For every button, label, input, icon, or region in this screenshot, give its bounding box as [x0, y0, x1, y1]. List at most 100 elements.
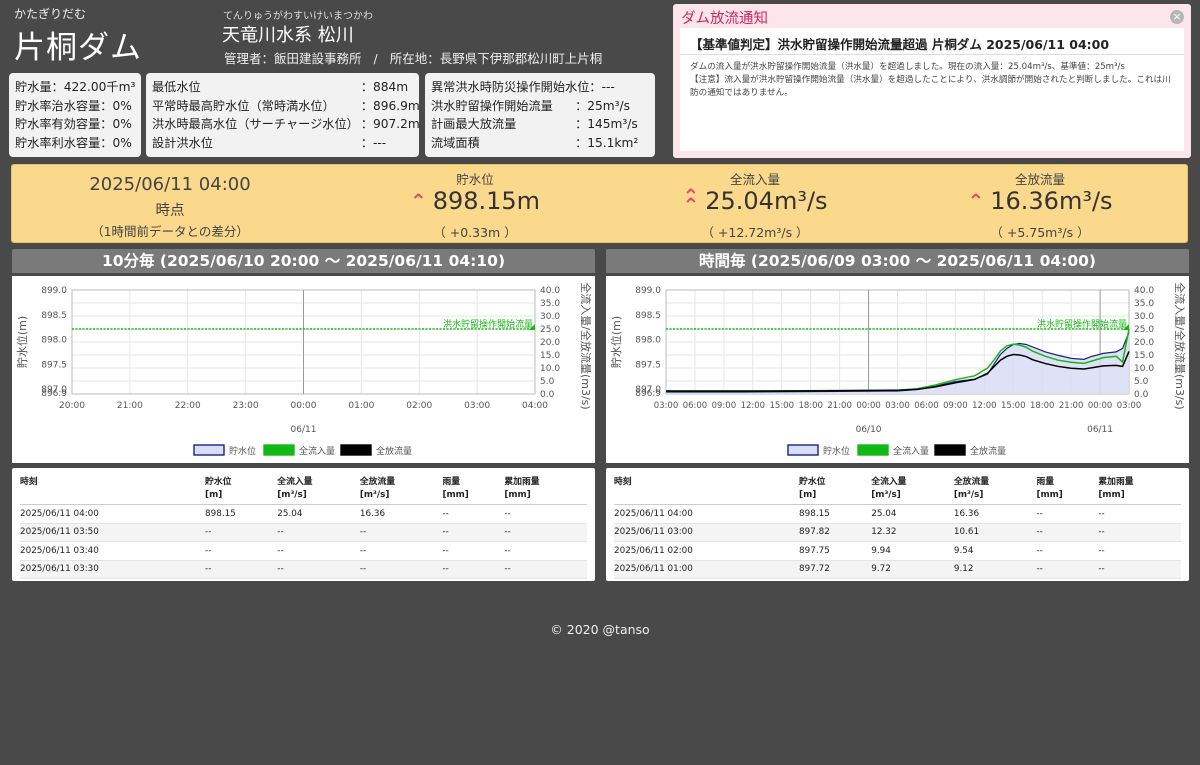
ten-minute-panel: 10分毎 (2025/06/10 20:00 〜 2025/06/11 04:1… — [12, 249, 595, 463]
table-cell: -- — [1036, 523, 1099, 542]
left-tick-label: 897.5 — [41, 360, 67, 370]
notice-body-line: ダムの流入量が洪水貯留操作開始流量（洪水量）を超過しました。現在の流入量：25.… — [690, 62, 1125, 72]
table-row: 2025/06/11 03:40 -- -- -- -- -- — [20, 541, 587, 561]
notice-divider — [680, 54, 1184, 55]
right-tick-label: 40.0 — [1134, 286, 1154, 296]
up-arrow-icon: ⌃ — [967, 189, 985, 213]
date-label: 06/11 — [291, 425, 317, 435]
table-cell: -- — [442, 560, 505, 579]
water-level-area — [666, 332, 1129, 394]
table-cell: 9.12 — [953, 560, 1037, 579]
table-cell: 12.32 — [871, 523, 954, 542]
left-tick-label: 896.9 — [635, 389, 661, 399]
notice-title: ダム放流通知 — [681, 11, 768, 27]
close-icon[interactable]: × — [1170, 10, 1184, 24]
column-header: 雨量 [mm] — [442, 474, 505, 505]
x-tick-label: 20:00 — [59, 401, 85, 411]
left-tick-label: 899.0 — [635, 286, 661, 296]
info-value: ：--- — [360, 135, 387, 150]
table-cell: -- — [504, 541, 587, 561]
table-cell: 25.04 — [277, 504, 360, 524]
x-tick-label: 09:00 — [943, 401, 968, 411]
flow-info-table: 異常洪水時防災操作開始水位：--- 洪水貯留操作開始流量 ：25m³/s 計画最大… — [431, 78, 649, 152]
info-label: 異常洪水時防災操作開始水位：--- — [431, 80, 615, 94]
location-text: 所在地：長野県下伊那郡松川町上片桐 — [389, 51, 603, 66]
left-tick-label: 896.9 — [41, 389, 67, 399]
x-tick-label: 22:00 — [175, 401, 201, 411]
y-axis-label-left: 貯水位(m) — [609, 316, 623, 368]
table-cell: -- — [504, 504, 587, 524]
info-label: 設計洪水位 — [152, 135, 213, 150]
table-cell: -- — [1098, 541, 1181, 561]
table-cell: 16.36 — [953, 504, 1037, 524]
x-tick-label: 21:00 — [117, 401, 143, 411]
footer-copyright: © 2020 @tanso — [550, 622, 650, 637]
notice-headline: 【基準値判定】洪水貯留操作開始流量超過 片桐ダム 2025/06/11 04:0… — [690, 37, 1110, 52]
summary-datetime: 2025/06/11 04:00 — [89, 174, 251, 195]
x-tick-label: 09:00 — [712, 401, 737, 411]
left-tick-label: 898.5 — [635, 311, 661, 321]
legend-label: 全放流量 — [376, 445, 412, 457]
table-cell: -- — [1098, 560, 1181, 579]
data-table: 時刻 貯水位 [m] 全流入量 [m³/s] 全放流量 [m³/s] 雨量 [mm] 累加雨量 [m… — [20, 474, 587, 579]
y-axis-label-right: 全流入量/全放流量(m3/s) — [1173, 282, 1187, 409]
summary-label: 貯水位 — [456, 172, 494, 187]
column-header: 雨量 [mm] — [1036, 474, 1099, 505]
info-label: 計画最大放流量 — [431, 117, 517, 131]
x-tick-label: 21:00 — [827, 401, 852, 411]
info-value: ：907.2m — [360, 117, 420, 131]
info-value: ：884m — [360, 80, 409, 94]
legend-swatch — [263, 444, 295, 456]
storage-info-box: 貯水量：422.00千m³ 貯水率治水容量：0% 貯水率有効容量：0% 貯水率利… — [9, 73, 141, 157]
up-arrow-icon: ⌃ — [409, 189, 427, 213]
table-cell: 9.54 — [953, 541, 1037, 561]
info-label: 平常時最高貯水位（常時満水位） — [152, 98, 335, 113]
table-cell: 2025/06/11 03:00 — [614, 523, 800, 542]
river-kana: てんりゅうがわすいけいまつかわ — [223, 11, 373, 22]
x-tick-label: 00:00 — [1088, 401, 1113, 411]
right-tick-label: 15.0 — [1134, 351, 1154, 361]
threshold-marker — [1123, 324, 1129, 330]
info-label: 流域面積 — [431, 135, 480, 150]
table-cell: -- — [504, 560, 587, 579]
table-cell: 2025/06/11 03:50 — [20, 523, 206, 542]
left-tick-label: 897.5 — [635, 360, 661, 370]
right-tick-label: 10.0 — [540, 364, 560, 374]
column-header: 時刻 — [20, 474, 206, 505]
table-cell: 898.15 — [799, 504, 872, 524]
table-cell: -- — [442, 541, 505, 561]
ten-minute-chart: 899.0 898.5 898.0 897.5 897.0 896.9 40.0 35.0 30… — [12, 276, 595, 463]
table-cell: 10.61 — [953, 523, 1037, 542]
latest-summary: 2025/06/11 04:00 時点 （1時間前データとの差分） 貯水位 ⌃ 8… — [11, 164, 1188, 243]
hourly-panel: 時間毎 (2025/06/09 03:00 〜 2025/06/11 04:00… — [606, 249, 1189, 463]
summary-value-row: ⌃ ⌃ 25.04m³/s — [605, 186, 905, 215]
column-header: 全流入量 [m³/s] — [871, 474, 954, 505]
summary-value-row: ⌃ 16.36m³/s — [890, 187, 1190, 215]
legend-label: 全放流量 — [970, 445, 1006, 457]
notice-content: 【基準値判定】洪水貯留操作開始流量超過 片桐ダム 2025/06/11 04:0… — [680, 28, 1184, 151]
table-cell: -- — [359, 523, 443, 542]
column-header: 全放流量 [m³/s] — [359, 474, 443, 505]
table-cell: 9.94 — [871, 541, 954, 561]
outflow-line — [666, 351, 1130, 392]
info-value: ：145m³/s — [575, 117, 638, 131]
left-tick-label: 898.5 — [41, 311, 67, 321]
info-label: 貯水率有効容量：0% — [15, 117, 132, 131]
hourly-chart: 899.0 898.5 898.0 897.5 897.0 896.9 40.0 35.0 30… — [606, 276, 1189, 463]
right-tick-label: 5.0 — [1134, 377, 1149, 387]
summary-value-row: ⌃ 898.15m — [325, 187, 625, 215]
left-tick-label: 898.0 — [41, 336, 67, 346]
right-tick-label: 5.0 — [540, 377, 555, 387]
table-cell: 2025/06/11 04:00 — [614, 504, 800, 524]
panel-title: 時間毎 (2025/06/09 03:00 〜 2025/06/11 04:00… — [606, 249, 1189, 273]
right-tick-label: 0.0 — [1134, 390, 1149, 400]
info-value: ：25m³/s — [575, 98, 630, 113]
storage-info-table: 貯水量：422.00千m³ 貯水率治水容量：0% 貯水率有効容量：0% 貯水率利… — [15, 78, 135, 152]
legend-label: 全流入量 — [893, 445, 929, 457]
threshold-label: 洪水貯留操作開始流量 — [1037, 318, 1127, 330]
table-cell: 16.36 — [359, 504, 443, 524]
x-tick-label: 21:00 — [1059, 401, 1084, 411]
x-tick-label: 12:00 — [972, 401, 997, 411]
